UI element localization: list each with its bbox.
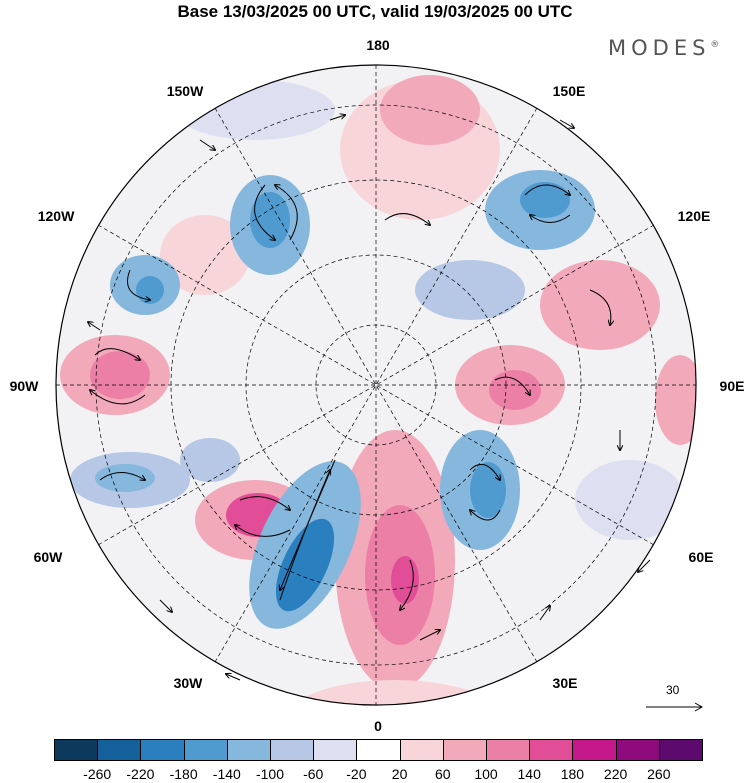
- wind-vectors: [88, 115, 651, 681]
- wind-arrow: [99, 472, 145, 481]
- colorbar-cell: [399, 739, 444, 761]
- colorbar-cell: [226, 739, 271, 761]
- wind-arrow: [127, 269, 151, 300]
- wind-arrow: [159, 599, 172, 612]
- wind-arrow: [384, 213, 430, 225]
- anomaly-negative: [250, 192, 290, 248]
- wind-arrow: [329, 115, 345, 121]
- colorbar-tick-label: -140: [212, 766, 241, 782]
- lon-label-150w: 150W: [166, 83, 204, 99]
- lon-label-150e: 150E: [552, 83, 586, 99]
- colorbar-tick-label: 20: [391, 766, 408, 782]
- wind-arrow: [470, 510, 501, 521]
- anomaly-negative: [520, 182, 570, 218]
- lon-label-120e: 120E: [677, 208, 711, 224]
- wind-arrow: [199, 139, 215, 150]
- colorbar-cell: [442, 739, 487, 761]
- lon-label-60e: 60E: [688, 549, 714, 565]
- colorbar-tick-label: -260: [83, 766, 112, 782]
- colorbar-cell: [615, 739, 660, 761]
- anomaly-positive: [540, 260, 660, 350]
- wind-arrow: [469, 463, 500, 480]
- reference-vector-arrow: [646, 702, 704, 712]
- modes-logo: MODES®: [608, 36, 719, 60]
- wind-arrow: [226, 674, 241, 681]
- lon-label-90w: 90W: [9, 378, 39, 394]
- anomaly-negative: [275, 518, 335, 612]
- colorbar-cell: [270, 739, 315, 761]
- map-title: Base 13/03/2025 00 UTC, valid 19/03/2025…: [177, 2, 573, 21]
- colorbar-tick-label: -180: [169, 766, 198, 782]
- anomaly-negative: [575, 460, 685, 540]
- anomaly-positive: [160, 215, 250, 295]
- wind-arrow: [235, 525, 291, 537]
- wind-arrow: [94, 348, 140, 360]
- lon-label-120w: 120W: [37, 208, 75, 224]
- wind-arrow: [419, 630, 440, 641]
- anomaly-positive: [489, 370, 541, 410]
- colorbar-cell: [183, 739, 228, 761]
- wind-arrow: [494, 376, 530, 395]
- wind-arrow: [88, 322, 101, 331]
- lon-label-30e: 30E: [552, 675, 578, 691]
- colorbar-cell: [97, 739, 142, 761]
- colorbar-cell: [529, 739, 574, 761]
- anomaly-positive: [655, 355, 696, 445]
- anomaly-negative: [470, 462, 506, 518]
- colorbar-cell: [313, 739, 358, 761]
- colorbar-tick-label: -20: [346, 766, 367, 782]
- wind-arrow: [638, 559, 651, 572]
- anomaly-positive: [391, 556, 419, 604]
- anomaly-negative: [95, 464, 155, 492]
- anomaly-negative: [136, 276, 164, 304]
- colorbar-cell: [356, 739, 401, 761]
- colorbar-tick-label: 60: [435, 766, 451, 782]
- lon-label-90e: 90E: [719, 378, 745, 394]
- colorbar-tick-label: 100: [474, 766, 498, 782]
- wind-arrow: [90, 390, 146, 405]
- reference-vector-label: 30: [666, 683, 680, 697]
- wind-arrow: [524, 184, 570, 195]
- graticule: [56, 65, 696, 705]
- wind-arrow: [275, 185, 298, 241]
- wind-arrow: [539, 606, 550, 621]
- lon-label-180: 180: [366, 37, 390, 53]
- brand-text: MODES: [608, 36, 711, 60]
- wind-arrow: [400, 559, 414, 610]
- registered-mark: ®: [710, 40, 720, 50]
- colorbar-cell: [572, 739, 617, 761]
- colorbar-tick-label: 140: [517, 766, 541, 782]
- colorbar-cell: [486, 739, 531, 761]
- colorbar-tick-label: -220: [126, 766, 155, 782]
- colorbar-tick-label: 180: [560, 766, 585, 782]
- colorbar-cell: [140, 739, 185, 761]
- colorbar-tick-label: -60: [303, 766, 324, 782]
- colorbar-tick-label: -100: [255, 766, 285, 782]
- wind-arrow: [589, 289, 611, 325]
- colorbar-tick-label: 260: [647, 766, 671, 782]
- wind-arrow: [530, 215, 571, 223]
- lon-label-0: 0: [374, 718, 382, 734]
- colorbar: [54, 739, 703, 763]
- anomaly-negative: [415, 260, 525, 320]
- wind-arrow: [280, 459, 336, 590]
- anomaly-negative: [180, 438, 240, 482]
- lon-label-60w: 60W: [33, 549, 63, 565]
- colorbar-tick-label: 220: [603, 766, 628, 782]
- wind-arrow: [559, 119, 574, 128]
- wind-arrow: [254, 184, 275, 240]
- colorbar-cell: [54, 739, 99, 761]
- map-border: [55, 64, 697, 706]
- colorbar-cell: [658, 739, 703, 761]
- lon-label-30w: 30W: [173, 675, 203, 691]
- wind-arrow: [239, 496, 290, 510]
- anomaly-positive: [90, 351, 150, 399]
